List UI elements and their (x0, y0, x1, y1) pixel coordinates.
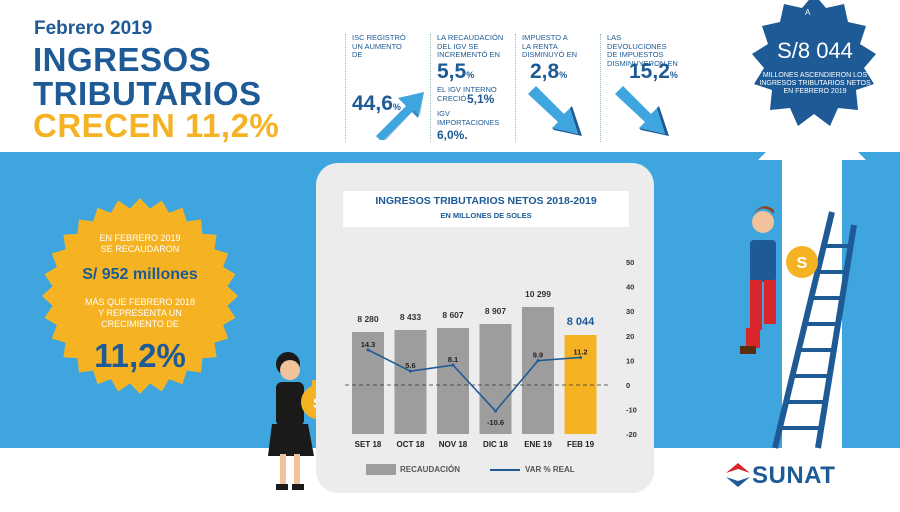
var-point-3 (494, 409, 497, 413)
header-title-line2: TRIBUTARIOS (33, 75, 262, 112)
legend-recaudacion: RECAUDACIÓN (400, 465, 460, 474)
stat-devoluciones-label: Las devoluciones de impuestos disminuyer… (607, 33, 678, 68)
seal-badge (752, 0, 876, 126)
y-right-tick-5: 0 (626, 381, 630, 390)
seal-text: Millones ascendieron los ingresos tribut… (759, 72, 871, 95)
header-title-line3: CRECEN 11,2% (33, 107, 280, 144)
bar-label-3: 8 907 (485, 306, 507, 316)
legend-line-swatch (490, 469, 520, 471)
svg-text:S: S (797, 255, 808, 272)
y-right-tick-3: 20 (626, 332, 634, 341)
x-tick-4: ENE 19 (524, 440, 552, 449)
bar-3 (479, 324, 512, 434)
y-right-tick-6: -10 (626, 406, 637, 415)
y-right-tick-2: 30 (626, 307, 634, 316)
stat-igv-internal-value: 5,1% (467, 92, 495, 106)
burst-percent: 11,2% (94, 337, 186, 374)
sunat-logo-icon (726, 463, 750, 487)
chart-subtitle: EN MILLONES DE SOLES (440, 211, 532, 220)
ladder-icon (772, 211, 857, 449)
x-tick-2: NOV 18 (439, 440, 468, 449)
arrow-down-icon (528, 86, 582, 136)
legend-bar-swatch (366, 464, 396, 475)
x-tick-1: OCT 18 (396, 440, 425, 449)
stat-renta: Impuesto a la Renta disminuyó en 2,8% (515, 33, 597, 142)
bar-label-0: 8 280 (357, 314, 379, 324)
var-label-3: -10.6 (487, 418, 504, 427)
burst-badge (42, 198, 238, 394)
stat-isc: ISC registró un aumento de 44,6% (345, 33, 427, 142)
legend-var-real: VAR % REAL (525, 465, 575, 474)
bar-2 (437, 328, 469, 434)
var-point-0 (366, 348, 370, 352)
var-point-5 (579, 355, 582, 359)
burst-intro: En febrero 2019 se recaudaron (99, 233, 181, 254)
chart-title-box (343, 191, 629, 227)
bar-label-4: 10 299 (525, 289, 551, 299)
var-label-2: 8.1 (448, 355, 458, 364)
header-title-line1: INGRESOS (33, 41, 212, 78)
arrow-down-icon (615, 86, 669, 136)
bar-1 (394, 330, 427, 434)
bar-label-5: 8 044 (567, 316, 595, 328)
var-label-1: 5.6 (405, 361, 415, 370)
stat-igv: La recaudación del IGV se incrementó en … (430, 33, 512, 142)
bar-label-1: 8 433 (400, 312, 422, 322)
stat-devoluciones-value: 15,2% (629, 60, 678, 83)
seal-prefix: A (805, 8, 811, 17)
stat-igv-import-value: 6,0%. (437, 128, 468, 142)
stat-isc-value: 44,6% (352, 92, 401, 115)
stat-renta-value: 2,8% (530, 60, 568, 83)
bar-5 (564, 335, 597, 434)
chart-title: INGRESOS TRIBUTARIOS NETOS 2018-2019 (375, 195, 597, 207)
var-label-5: 11.2 (573, 347, 587, 356)
stat-renta-label: Impuesto a la Renta disminuyó en (522, 33, 578, 59)
var-point-2 (451, 363, 455, 367)
seal-value: S/8 044 (777, 38, 853, 63)
bar-4 (522, 307, 554, 434)
header-date: Febrero 2019 (34, 18, 153, 39)
y-right-tick-4: 10 (626, 356, 634, 365)
burst-amount: S/ 952 millones (82, 266, 198, 283)
stat-devoluciones: Las devoluciones de impuestos disminuyer… (600, 33, 682, 142)
bar-label-2: 8 607 (442, 310, 464, 320)
brand-name: SUNAT (752, 462, 836, 489)
var-line (367, 349, 581, 413)
y-right-tick-7: -20 (626, 430, 637, 439)
var-label-0: 14.3 (361, 340, 376, 349)
var-label-4: 9.9 (533, 351, 543, 360)
stat-isc-label: ISC registró un aumento de (352, 33, 406, 59)
big-up-arrow (758, 106, 866, 448)
x-tick-3: DIC 18 (483, 440, 508, 449)
y-right-tick-1: 40 (626, 283, 634, 292)
var-point-1 (409, 369, 412, 373)
var-point-4 (536, 359, 540, 363)
arrow-up-icon (376, 92, 424, 140)
stat-igv-value: 5,5% (437, 60, 475, 83)
stat-igv-label: La recaudación del IGV se incrementó en (437, 33, 504, 59)
stat-igv-internal-label: El IGV interno creció (437, 85, 497, 103)
man-climbing-icon: S (740, 206, 818, 354)
y-right-tick-0: 50 (626, 258, 634, 267)
x-tick-0: SET 18 (355, 440, 382, 449)
burst-context: más que febrero 2018 y representa un cre… (84, 297, 196, 329)
x-tick-5: FEB 19 (567, 440, 595, 449)
stat-igv-import-label: IGV importaciones (437, 109, 500, 127)
